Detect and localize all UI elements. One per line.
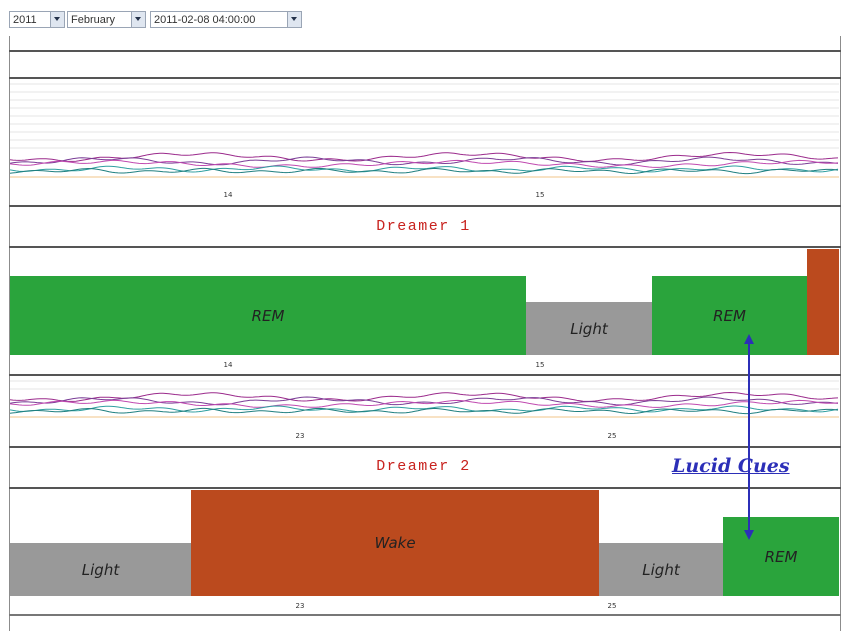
divider xyxy=(9,374,841,376)
eeg-channel-line xyxy=(10,156,839,166)
stage-block-wake: Wake xyxy=(191,490,599,596)
month-value: February xyxy=(71,14,116,26)
eeg-svg-2 xyxy=(10,380,839,418)
stage-block-light: Light xyxy=(10,543,191,596)
eeg-channel-line xyxy=(10,407,839,415)
chart-frame xyxy=(9,36,841,631)
hypnogram-tick: 15 xyxy=(535,361,545,369)
stage-block-light: Light xyxy=(599,543,723,596)
divider xyxy=(9,614,841,616)
dreamer-1-title: Dreamer 1 xyxy=(376,218,471,235)
eeg-tick: 25 xyxy=(607,432,617,440)
eeg-channel-line xyxy=(10,165,839,173)
hypnogram-tick: 23 xyxy=(295,602,305,610)
stage-block-rem: REM xyxy=(652,276,807,355)
year-select[interactable]: 2011 xyxy=(9,11,65,28)
stage-block-rem: REM xyxy=(723,517,839,596)
hypnogram-dreamer-2: Light Wake Light REM xyxy=(10,490,839,596)
eeg-channel-line xyxy=(10,159,839,168)
eeg-tick: 23 xyxy=(295,432,305,440)
hypnogram-tick: 14 xyxy=(223,361,233,369)
eeg-channel-line xyxy=(10,391,839,402)
divider xyxy=(9,205,841,207)
eeg-channel-line xyxy=(10,405,839,413)
divider xyxy=(9,487,841,489)
lucid-cues-label: Lucid Cues xyxy=(672,455,790,477)
divider xyxy=(9,246,841,248)
stage-block-light: Light xyxy=(526,302,652,355)
stage-block-wake xyxy=(807,249,839,355)
eeg-channel-line xyxy=(10,151,839,162)
hypnogram-dreamer-1: REM Light REM xyxy=(10,249,839,355)
chevron-down-icon[interactable] xyxy=(50,12,64,27)
datetime-select[interactable]: 2011-02-08 04:00:00 xyxy=(150,11,302,28)
eeg-tick: 14 xyxy=(223,191,233,199)
eeg-trace-dreamer-1 xyxy=(10,80,839,188)
divider xyxy=(9,446,841,448)
eeg-trace-dreamer-2 xyxy=(10,379,839,429)
eeg-channel-line xyxy=(10,396,839,406)
dreamer-2-title: Dreamer 2 xyxy=(376,458,471,475)
hypnogram-tick: 25 xyxy=(607,602,617,610)
eeg-svg-1 xyxy=(10,83,839,178)
datetime-value: 2011-02-08 04:00:00 xyxy=(154,14,256,26)
eeg-tick: 15 xyxy=(535,191,545,199)
eeg-channel-line xyxy=(10,399,839,408)
stage-block-rem: REM xyxy=(10,276,526,355)
eeg-channel-line xyxy=(10,167,839,175)
chevron-down-icon[interactable] xyxy=(131,12,145,27)
divider xyxy=(9,50,841,52)
divider xyxy=(9,77,841,79)
lucid-cue-arrow xyxy=(744,334,754,540)
chevron-down-icon[interactable] xyxy=(287,12,301,27)
year-value: 2011 xyxy=(13,14,37,26)
month-select[interactable]: February xyxy=(67,11,146,28)
